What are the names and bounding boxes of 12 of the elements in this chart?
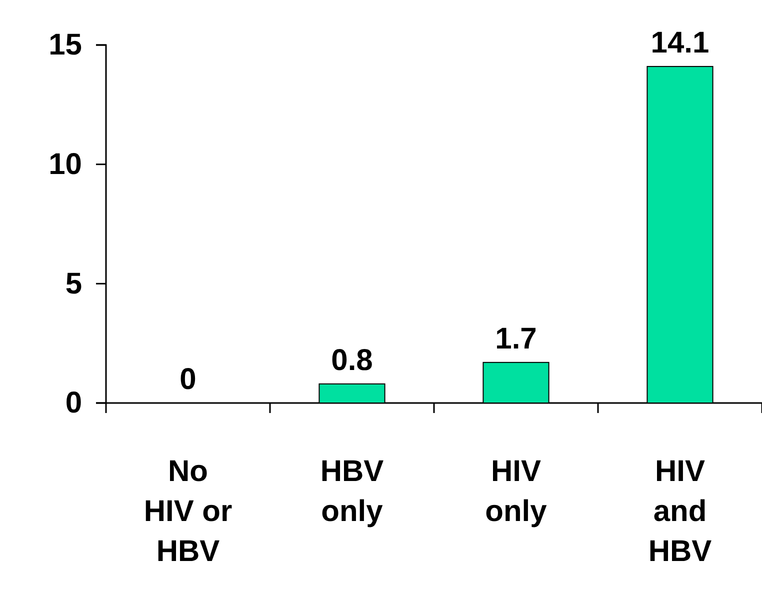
x-tick-label: HIV and HBV <box>648 455 712 568</box>
y-tick-label: 15 <box>48 28 82 62</box>
y-tick-label: 0 <box>65 386 82 420</box>
data-label: 0 <box>180 363 196 396</box>
y-tick-label: 10 <box>48 148 82 181</box>
x-tick-label: HIV only <box>485 455 548 528</box>
data-label: 14.1 <box>650 26 710 60</box>
x-tick-label: HBV only <box>320 455 384 528</box>
y-tick-label: 5 <box>65 267 82 300</box>
data-label: 1.7 <box>495 322 537 356</box>
x-tick-label: No HIV or HBV <box>144 455 232 568</box>
data-label: 0.8 <box>331 344 373 377</box>
